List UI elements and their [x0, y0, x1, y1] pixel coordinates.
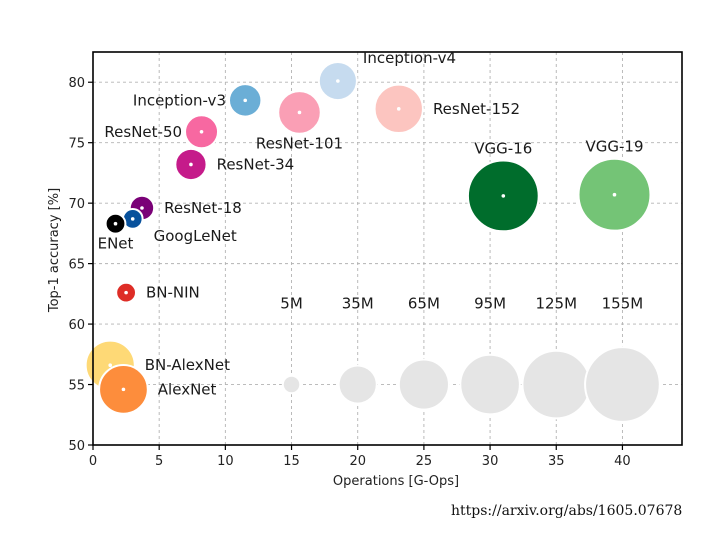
- bubble-center-dot: [501, 194, 506, 198]
- bubble-center-dot: [297, 110, 302, 115]
- size-legend-label: 155M: [602, 294, 644, 312]
- x-tick-label: 10: [217, 454, 234, 469]
- x-tick-label: 15: [283, 454, 300, 469]
- size-legend: [281, 346, 661, 423]
- bubble-center-dot: [199, 130, 204, 134]
- bubble-center-dot: [130, 217, 135, 221]
- bubble-center-dot: [124, 290, 128, 295]
- source-citation: https://arxiv.org/abs/1605.07678: [451, 503, 683, 519]
- bubble-center-dot: [140, 206, 144, 210]
- size-legend-bubble: [397, 358, 450, 411]
- bubble-center-dot: [243, 98, 248, 103]
- x-tick-label: 5: [155, 454, 163, 469]
- plot-border: [92, 51, 683, 446]
- bubble-label: GoogLeNet: [154, 227, 237, 245]
- y-tick-label: 65: [68, 258, 85, 273]
- x-tick-label: 20: [349, 454, 366, 469]
- y-tick-label: 55: [68, 379, 85, 394]
- bubble-center-dot: [121, 387, 126, 392]
- network-bubbles: [84, 60, 652, 415]
- bubble-label: ResNet-152: [433, 100, 520, 118]
- size-legend-label: 95M: [474, 294, 506, 312]
- size-legend-bubble: [521, 349, 592, 420]
- y-tick-label: 60: [68, 318, 85, 333]
- size-legend-bubble: [459, 353, 521, 416]
- bubble-label: BN-NIN: [146, 284, 200, 302]
- bubble-label: ResNet-18: [164, 199, 242, 217]
- x-tick-label: 0: [89, 454, 97, 469]
- bubble-labels: 5M 35M 65M 95M 125M 155M Inception-v4 Inception…: [98, 49, 644, 398]
- bubble-center-dot: [612, 192, 617, 197]
- bubble-center-dot: [336, 79, 340, 83]
- y-axis-label: Top-1 accuracy [%]: [47, 188, 62, 313]
- size-legend-label: 5M: [280, 294, 303, 312]
- bubble-center-dot: [396, 107, 401, 111]
- size-legend-label: 125M: [535, 294, 577, 312]
- size-legend-bubble: [584, 346, 661, 423]
- bubble-center-dot: [108, 363, 113, 367]
- bubble-center-dot: [189, 162, 193, 167]
- bubble-label: BN-AlexNet: [145, 356, 230, 374]
- x-axis-label: Operations [G-Ops]: [333, 474, 459, 489]
- size-legend-bubble: [281, 374, 302, 395]
- axes-frame: [92, 51, 683, 446]
- bubble-label: ResNet-101: [256, 135, 343, 153]
- axis-ticks: 0 5 10 15 20 25 30 35 40 50 55 60 65 70 75 80: [68, 76, 630, 469]
- x-tick-label: 25: [416, 454, 433, 469]
- size-legend-label: 35M: [342, 294, 374, 312]
- y-tick-label: 70: [68, 197, 85, 212]
- bubble-label: Inception-v4: [363, 49, 456, 67]
- size-legend-bubble: [337, 364, 378, 405]
- bubble-label: ResNet-50: [104, 123, 182, 141]
- y-tick-label: 50: [68, 439, 85, 454]
- bubble-label: VGG-16: [474, 140, 532, 158]
- bubble-label: Inception-v3: [133, 91, 226, 109]
- y-tick-label: 75: [68, 137, 85, 152]
- x-tick-label: 40: [614, 454, 631, 469]
- bubble-label: AlexNet: [158, 380, 217, 398]
- size-legend-label: 65M: [408, 294, 440, 312]
- bubble-center-dot: [113, 221, 118, 226]
- x-tick-label: 30: [482, 454, 499, 469]
- bubble-label: ResNet-34: [217, 155, 295, 173]
- grid-lines: [93, 52, 682, 445]
- bubble-label: ENet: [98, 235, 134, 253]
- bubble-label: VGG-19: [585, 138, 643, 156]
- x-tick-label: 35: [548, 454, 565, 469]
- y-tick-label: 80: [68, 76, 85, 91]
